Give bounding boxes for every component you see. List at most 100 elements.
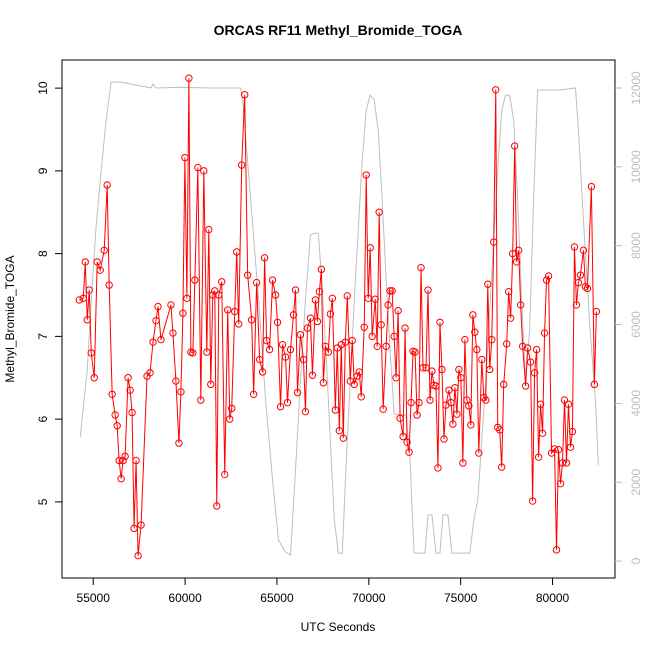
data-point [449,420,457,428]
data-point [465,402,473,410]
data-point [467,421,475,429]
data-point [79,294,87,303]
data-point [457,374,465,382]
data-point [121,452,129,461]
data-point [536,400,545,408]
data-point [375,208,383,216]
y2-tick-label: 6000 [629,311,643,338]
data-point [424,286,432,294]
series-line [79,81,599,557]
data-point [252,278,261,287]
data-point [224,306,232,314]
data-point [81,258,89,266]
data-point [540,329,549,337]
data-point [469,311,477,319]
data-point [177,388,185,396]
data-point [480,393,488,402]
data-point [167,301,175,309]
data-point [434,464,442,472]
y2-tick-label: 0 [629,557,643,564]
data-point [179,309,187,317]
data-point [268,276,277,284]
data-point [137,521,145,529]
data-point [87,349,95,357]
data-point [75,296,83,304]
data-point [283,398,292,407]
data-point [243,271,252,279]
data-point [461,335,469,344]
data-point [128,408,136,417]
data-point [422,364,430,372]
data-point [355,368,363,376]
y2-tick-label: 12000 [629,71,643,105]
data-point [523,344,532,352]
data-point [200,167,208,175]
data-point [319,379,328,387]
data-point [502,340,511,348]
data-point [115,456,123,465]
data-point [296,331,305,339]
data-point [364,294,372,303]
data-point [512,258,521,266]
data-point [366,244,374,252]
data-point [530,369,539,377]
data-point [556,479,565,488]
plot-frame [61,59,616,579]
data-point [132,456,140,465]
data-point [392,374,400,382]
data-point [384,301,392,309]
data-point [482,396,490,404]
data-point [189,349,197,357]
data-point [576,271,585,279]
data-point [93,258,101,266]
data-point [371,295,379,303]
data-point [362,171,370,179]
data-point [504,287,513,296]
data-point [432,382,440,390]
data-point [516,301,525,309]
data-point [183,294,191,303]
data-point [105,281,113,289]
data-point [293,388,302,397]
data-point [157,335,165,344]
data-point [399,432,407,441]
data-point [350,380,358,389]
y-axis-label: Methyl_Bromide_TOGA [3,255,17,382]
data-point [111,411,119,419]
data-point [550,445,559,453]
data-point [532,345,541,354]
data-point [348,336,356,345]
data-point [194,163,202,172]
data-point [478,355,486,364]
data-point [411,348,419,356]
data-point [413,411,421,419]
data-point [343,292,352,300]
data-point [331,406,340,414]
data-point [235,320,243,328]
data-point [103,181,111,189]
data-point [583,284,592,293]
x-tick-label: 65000 [260,591,294,605]
data-point [440,435,448,443]
data-point [496,426,504,434]
data-point [486,365,494,374]
x-tick-label: 70000 [352,591,386,605]
data-point [360,323,368,331]
data-point [149,338,157,346]
data-point [83,316,91,324]
data-point [592,307,601,316]
data-point [247,316,256,324]
data-point [471,328,479,336]
data-point [438,365,446,374]
data-point [373,342,381,351]
data-point [560,396,569,404]
data-point [276,403,285,411]
data-point [326,310,335,318]
data-point [566,443,575,451]
data-point [564,400,573,408]
data-point [306,314,315,322]
data-point [301,407,310,416]
data-point [324,348,333,356]
data-point [436,318,444,327]
